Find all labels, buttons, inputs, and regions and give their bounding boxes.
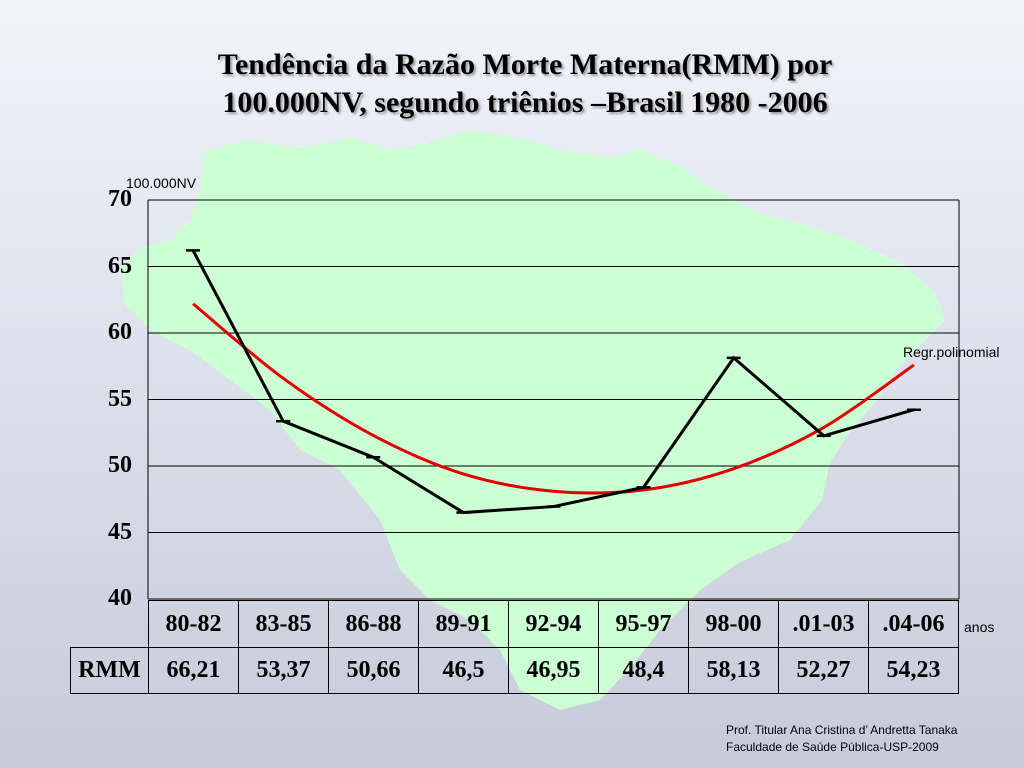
chart-title-line-2: 100.000NV, segundo triênios –Brasil 1980… [222, 86, 828, 119]
y-tick-label: 55 [108, 385, 132, 412]
data-table: 80-82 83-85 86-88 89-91 92-94 95-97 98-0… [70, 600, 959, 694]
rmm-value-cell: 52,27 [778, 647, 869, 694]
rmm-value-cell: 66,21 [148, 647, 239, 694]
category-row: 80-82 83-85 86-88 89-91 92-94 95-97 98-0… [70, 600, 959, 648]
credit-line-2: Faculdade de Saúde Pública-USP-2009 [726, 740, 939, 754]
category-cell: 92-94 [508, 600, 599, 648]
rmm-value-cell: 53,37 [238, 647, 329, 694]
y-tick-label: 65 [108, 252, 132, 279]
category-cell: 86-88 [328, 600, 419, 648]
regression-curve [192, 302, 915, 495]
y-tick-label: 45 [108, 518, 132, 545]
category-cell: 83-85 [238, 600, 329, 648]
x-axis-label: anos [964, 619, 995, 635]
chart-title: Tendência da Razão Morte Materna(RMM) po… [140, 46, 910, 122]
category-cell: 80-82 [148, 600, 239, 648]
category-cell: 95-97 [598, 600, 689, 648]
rmm-value-cell: 50,66 [328, 647, 419, 694]
category-cell: 98-00 [688, 600, 779, 648]
y-tick-label: 50 [108, 452, 132, 478]
regression-legend-label: Regr.polinomial [903, 344, 1000, 360]
rmm-value-cell: 58,13 [688, 647, 779, 694]
rmm-value-cell: 48,4 [598, 647, 689, 694]
credit-line-1: Prof. Titular Ana Cristina d’ Andretta T… [726, 723, 958, 737]
chart-title-line-1: Tendência da Razão Morte Materna(RMM) po… [217, 48, 833, 81]
rmm-value-cell: 54,23 [868, 647, 959, 694]
rmm-value-cell: 46,95 [508, 647, 599, 694]
rmm-row-header: RMM [70, 647, 149, 694]
rmm-series-line [191, 249, 915, 515]
category-cell: .01-03 [778, 600, 869, 648]
table-corner-cell [70, 600, 149, 648]
y-axis-unit-label: 100.000NV [126, 175, 197, 191]
category-cell: .04-06 [868, 600, 959, 648]
author-credit: Prof. Titular Ana Cristina d’ Andretta T… [726, 722, 957, 756]
y-tick-label: 70 [108, 186, 132, 212]
category-cell: 89-91 [418, 600, 509, 648]
rmm-value-row: RMM 66,21 53,37 50,66 46,5 46,95 48,4 58… [70, 647, 959, 694]
y-tick-label: 60 [108, 319, 132, 345]
rmm-value-cell: 46,5 [418, 647, 509, 694]
